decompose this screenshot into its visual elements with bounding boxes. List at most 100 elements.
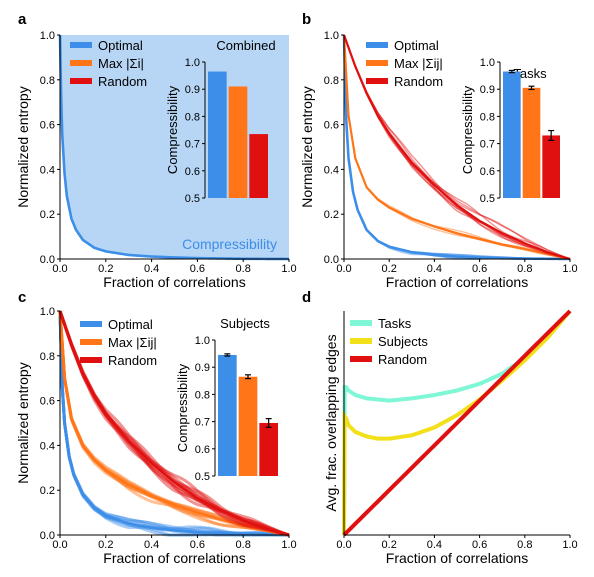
x-tick-label: 0.8: [236, 539, 251, 551]
legend-label: Random: [394, 74, 443, 89]
y-tick-label: 0.0: [40, 530, 55, 542]
panel-label: c: [18, 289, 26, 306]
inset-y-tick-label: 0.6: [480, 166, 495, 178]
inset-bar-max: [228, 86, 248, 198]
x-axis-label: Fraction of correlations: [103, 274, 245, 290]
inset-y-tick-label: 0.8: [185, 111, 200, 123]
legend-label: Subjects: [378, 334, 428, 349]
compressibility-label: Compressibility: [182, 236, 277, 252]
series-line-subjects: [342, 309, 572, 536]
series-replicate-line: [58, 310, 290, 537]
inset-y-tick-label: 0.9: [185, 84, 200, 96]
inset-y-tick-label: 0.9: [480, 84, 495, 96]
x-tick-label: 0.0: [52, 539, 67, 551]
inset-y-tick-label: 0.9: [195, 362, 210, 374]
x-tick-label: 0.6: [190, 263, 205, 275]
panel-a: a Compressibility 0.0 0.2 0.4 0.6 0.8 1.0 0.0 0.2…: [15, 11, 297, 290]
y-axis-label: Avg. frac. overlapping edges: [323, 334, 339, 511]
legend-label: Optimal: [108, 317, 153, 332]
y-tick-label: 0.0: [324, 254, 339, 266]
inset-y-tick-label: 0.8: [480, 111, 495, 123]
y-tick-label: 0.4: [40, 440, 55, 452]
inset-title: Subjects: [220, 316, 270, 331]
x-tick-label: 0.8: [236, 263, 251, 275]
x-tick-label: 0.2: [98, 263, 113, 275]
series-line-optimal: [58, 310, 290, 537]
series-replicate-line: [58, 310, 290, 537]
x-tick-label: 0.2: [382, 539, 397, 551]
inset-y-tick-label: 0.7: [185, 139, 200, 151]
legend-label: Optimal: [394, 38, 439, 53]
legend-label: Random: [378, 352, 427, 367]
panel-label: a: [18, 11, 27, 28]
x-tick-label: 0.4: [427, 539, 442, 551]
inset-y-tick-label: 1.0: [480, 57, 495, 69]
series-replicate-line: [343, 34, 571, 260]
legend-label: Tasks: [378, 316, 412, 331]
series-line-random: [342, 34, 571, 261]
series-line-random: [58, 310, 290, 537]
inset-bar-random: [259, 422, 278, 476]
y-tick-label: 0.4: [324, 164, 339, 176]
series-line-random: [342, 309, 572, 537]
x-tick-label: 0.8: [517, 539, 532, 551]
y-axis-label: Normalized entropy: [15, 86, 31, 207]
y-tick-label: 0.6: [40, 396, 55, 408]
inset-y-tick-label: 1.0: [185, 57, 200, 69]
panel-c: c 0.0 0.2 0.4 0.6 0.8 1.0 0.0 0.2 0.4 0.6 0.8 1.0 Fra…: [15, 289, 297, 566]
x-axis-label: Fraction of correlations: [386, 274, 528, 290]
x-tick-label: 1.0: [281, 539, 296, 551]
panel-label: d: [302, 289, 311, 306]
inset-bar-optimal: [208, 71, 227, 198]
series-replicate-line: [343, 34, 571, 260]
series-line-maxij: [342, 34, 571, 261]
inset-y-tick-label: 0.6: [185, 166, 200, 178]
inset-title: Tasks: [513, 66, 547, 81]
x-tick-label: 0.2: [98, 539, 113, 551]
y-tick-label: 0.6: [40, 120, 55, 132]
y-tick-label: 1.0: [40, 306, 55, 318]
inset-title: Combined: [216, 38, 275, 53]
x-tick-label: 0.4: [144, 539, 159, 551]
inset-y-tick-label: 1.0: [195, 335, 210, 347]
y-tick-label: 0.6: [324, 120, 339, 132]
y-tick-label: 0.8: [324, 75, 339, 87]
y-tick-label: 0.2: [40, 485, 55, 497]
inset-bar-chart: Subjects 0.5 0.6 0.7 0.8 0.9 1.0 Compressibilit…: [175, 316, 278, 483]
y-tick-label: 1.0: [324, 30, 339, 42]
inset-bar-random: [542, 135, 560, 198]
y-axis-label: Normalized entropy: [15, 362, 31, 483]
legend-label: Max |Σij|: [108, 335, 157, 350]
x-tick-label: 0.2: [382, 263, 397, 275]
x-tick-label: 0.4: [144, 263, 159, 275]
x-tick-label: 0.0: [336, 263, 351, 275]
x-tick-label: 0.4: [427, 263, 442, 275]
x-tick-label: 0.0: [52, 263, 67, 275]
y-tick-label: 0.8: [40, 351, 55, 363]
inset-y-tick-label: 0.5: [185, 193, 200, 205]
series-replicate-line: [58, 310, 290, 537]
legend-label: Random: [98, 74, 147, 89]
x-tick-label: 1.0: [281, 263, 296, 275]
inset-y-axis-label: Compressibility: [460, 85, 475, 174]
panel-d: d 0.0 0.2 0.4 0.6 0.8 1.0 Fraction of correlati…: [302, 289, 578, 566]
inset-bar-random: [249, 134, 268, 198]
inset-y-tick-label: 0.7: [195, 417, 210, 429]
panel-b: b 0.0 0.2 0.4 0.6 0.8 1.0 0.0 0.2 0.4 0.6 0.8 1.0 Fra…: [299, 11, 578, 290]
x-tick-label: 0.6: [472, 539, 487, 551]
series-replicate-line: [58, 310, 290, 537]
legend-label: Random: [108, 353, 157, 368]
x-tick-label: 0.6: [472, 263, 487, 275]
inset-bar-max: [238, 376, 258, 476]
legend-label: Optimal: [98, 38, 143, 53]
inset-y-tick-label: 0.7: [480, 139, 495, 151]
y-tick-label: 0.4: [40, 164, 55, 176]
series-line-maxij: [58, 310, 290, 537]
panel-label: b: [302, 11, 311, 28]
y-tick-label: 1.0: [40, 30, 55, 42]
inset-y-tick-label: 0.5: [480, 193, 495, 205]
inset-bar-max: [522, 87, 541, 198]
x-axis-label: Fraction of correlations: [386, 550, 528, 566]
x-tick-label: 0.0: [336, 539, 351, 551]
